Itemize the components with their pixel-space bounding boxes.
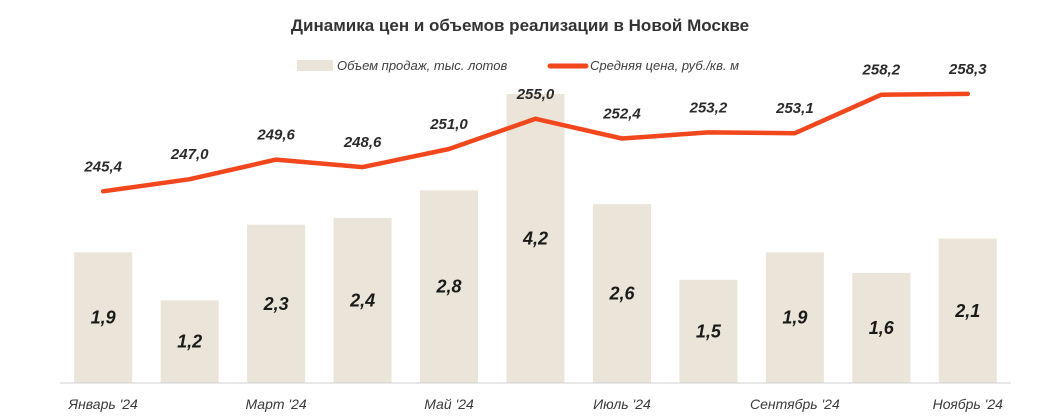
bar-label-4: 2,8 [435, 277, 461, 297]
legend-bar-label: Объем продаж, тыс. лотов [337, 58, 507, 73]
chart-title: Динамика цен и объемов реализации в Ново… [291, 16, 749, 35]
bar-data-labels: 1,9 1,2 2,3 2,4 2,8 4,2 2,6 1,5 1,9 1,6 2,1 [91, 229, 981, 352]
bar-1 [160, 300, 219, 383]
bar-5 [506, 94, 565, 383]
bar-label-2: 2,3 [263, 294, 289, 314]
price-label-7: 253,2 [689, 99, 728, 116]
line-data-labels: 245,4 247,0 249,6 248,6 251,0 255,0 252,4 253,2… [83, 61, 987, 175]
x-tick-10: Ноябрь '24 [933, 396, 1003, 412]
price-label-3: 248,6 [343, 134, 382, 151]
bar-label-7: 1,5 [696, 321, 722, 341]
bar-9 [852, 272, 911, 383]
price-label-6: 252,4 [602, 106, 641, 123]
x-tick-8: Сентябрь '24 [750, 396, 840, 412]
bar-label-9: 1,6 [869, 318, 895, 338]
bar-6 [593, 204, 651, 383]
x-tick-2: Март '24 [245, 396, 306, 412]
price-line [100, 91, 971, 194]
bar-label-6: 2,6 [608, 284, 635, 304]
x-tick-6: Июль '24 [593, 396, 651, 412]
bar-2 [247, 224, 306, 383]
x-tick-0: Январь '24 [68, 396, 139, 412]
price-label-2: 249,6 [256, 127, 295, 144]
x-tick-4: Май '24 [424, 396, 474, 412]
legend-line-label: Средняя цена, руб./кв. м [590, 58, 739, 73]
legend: Объем продаж, тыс. лотов Средняя цена, р… [297, 58, 739, 73]
bar-4 [420, 190, 478, 383]
bar-0 [74, 252, 133, 383]
price-label-5: 255,0 [516, 86, 555, 103]
bar-label-0: 1,9 [91, 308, 116, 328]
price-label-9: 258,2 [862, 62, 901, 79]
price-label-1: 247,0 [170, 146, 209, 163]
price-label-0: 245,4 [83, 158, 122, 175]
price-label-10: 258,3 [948, 61, 987, 78]
x-tick-labels: Январь '24 Март '24 Май '24 Июль '24 Сентябр… [68, 396, 1004, 412]
bar-10 [938, 238, 997, 383]
price-label-4: 251,0 [429, 116, 468, 133]
bar-label-8: 1,9 [782, 308, 807, 328]
bar-label-10: 2,1 [954, 301, 980, 321]
bar-label-3: 2,4 [349, 290, 375, 310]
bar-7 [679, 279, 738, 383]
bar-8 [765, 252, 824, 383]
bar-label-1: 1,2 [177, 332, 202, 352]
bar-series [74, 94, 997, 383]
legend-bar-swatch [297, 60, 333, 71]
bar-label-5: 4,2 [522, 229, 548, 249]
bar-3 [333, 217, 392, 383]
price-label-8: 253,1 [775, 100, 814, 117]
